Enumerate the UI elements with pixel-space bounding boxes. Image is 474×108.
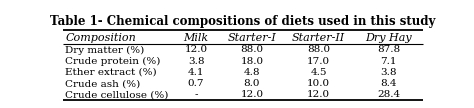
Text: 4.1: 4.1 bbox=[188, 68, 204, 77]
Text: Ether extract (%): Ether extract (%) bbox=[65, 68, 157, 77]
Text: Dry matter (%): Dry matter (%) bbox=[65, 45, 145, 55]
Text: Starter-I: Starter-I bbox=[228, 33, 276, 43]
Text: 17.0: 17.0 bbox=[307, 57, 330, 66]
Text: 88.0: 88.0 bbox=[307, 45, 330, 54]
Text: 7.1: 7.1 bbox=[381, 57, 397, 66]
Text: 88.0: 88.0 bbox=[240, 45, 264, 54]
Text: Table 1- Chemical compositions of diets used in this study: Table 1- Chemical compositions of diets … bbox=[50, 15, 436, 28]
Text: 8.0: 8.0 bbox=[244, 79, 260, 88]
Text: 10.0: 10.0 bbox=[307, 79, 330, 88]
Text: Crude protein (%): Crude protein (%) bbox=[65, 57, 161, 66]
Text: 28.4: 28.4 bbox=[377, 90, 400, 99]
Text: 4.5: 4.5 bbox=[310, 68, 327, 77]
Text: Composition: Composition bbox=[65, 33, 136, 43]
Text: Milk: Milk bbox=[183, 33, 209, 43]
Text: Dry Hay: Dry Hay bbox=[365, 33, 412, 43]
Text: 18.0: 18.0 bbox=[240, 57, 264, 66]
Text: Starter-II: Starter-II bbox=[292, 33, 345, 43]
Text: 87.8: 87.8 bbox=[377, 45, 400, 54]
Text: -: - bbox=[194, 90, 198, 99]
Text: 8.4: 8.4 bbox=[381, 79, 397, 88]
Text: 12.0: 12.0 bbox=[240, 90, 264, 99]
Text: 4.8: 4.8 bbox=[244, 68, 260, 77]
Text: Crude ash (%): Crude ash (%) bbox=[65, 79, 140, 88]
Text: 12.0: 12.0 bbox=[307, 90, 330, 99]
Text: 0.7: 0.7 bbox=[188, 79, 204, 88]
Text: 12.0: 12.0 bbox=[184, 45, 208, 54]
Text: 3.8: 3.8 bbox=[381, 68, 397, 77]
Text: 3.8: 3.8 bbox=[188, 57, 204, 66]
Text: Crude cellulose (%): Crude cellulose (%) bbox=[65, 90, 168, 99]
